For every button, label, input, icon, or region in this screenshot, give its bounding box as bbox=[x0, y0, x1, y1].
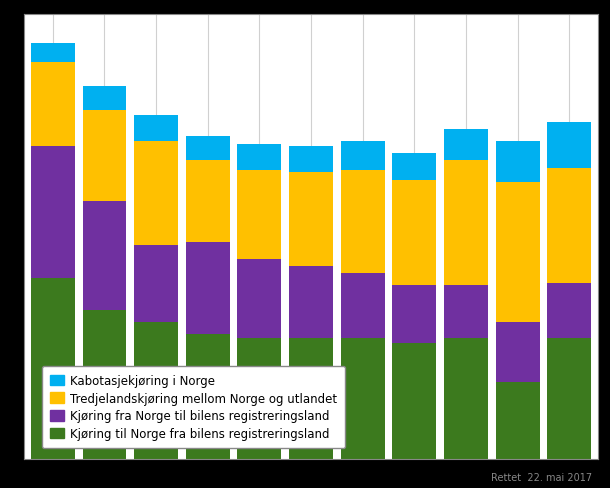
Bar bbox=[392, 286, 436, 344]
Bar bbox=[31, 147, 75, 279]
Bar bbox=[392, 344, 436, 459]
Bar bbox=[289, 339, 333, 459]
Bar bbox=[547, 339, 591, 459]
Bar bbox=[496, 382, 540, 459]
Bar bbox=[341, 339, 385, 459]
Text: Rettet  22. mai 2017: Rettet 22. mai 2017 bbox=[490, 472, 592, 482]
Bar bbox=[496, 142, 540, 183]
Bar bbox=[186, 243, 230, 334]
Bar bbox=[237, 260, 281, 339]
Bar bbox=[547, 122, 591, 168]
Bar bbox=[444, 161, 488, 286]
Bar bbox=[82, 87, 126, 111]
Bar bbox=[31, 43, 75, 62]
Bar bbox=[392, 154, 436, 180]
Bar bbox=[444, 339, 488, 459]
Bar bbox=[237, 171, 281, 260]
Bar bbox=[82, 202, 126, 310]
Bar bbox=[496, 322, 540, 382]
Bar bbox=[444, 130, 488, 161]
Bar bbox=[82, 310, 126, 459]
Bar bbox=[186, 334, 230, 459]
Bar bbox=[547, 284, 591, 339]
Bar bbox=[444, 286, 488, 339]
Bar bbox=[186, 161, 230, 243]
Bar bbox=[134, 142, 178, 245]
Bar bbox=[134, 116, 178, 142]
Bar bbox=[392, 180, 436, 286]
Bar bbox=[496, 183, 540, 322]
Bar bbox=[341, 171, 385, 274]
Bar bbox=[341, 274, 385, 339]
Bar bbox=[134, 245, 178, 322]
Bar bbox=[547, 168, 591, 284]
Bar bbox=[186, 137, 230, 161]
Bar bbox=[82, 111, 126, 202]
Bar bbox=[289, 266, 333, 339]
Bar bbox=[31, 62, 75, 147]
Bar bbox=[341, 142, 385, 171]
Bar bbox=[289, 147, 333, 173]
Bar bbox=[31, 279, 75, 459]
Bar bbox=[289, 173, 333, 266]
Bar bbox=[237, 339, 281, 459]
Legend: Kabotasjekjøring i Norge, Tredjelandskjøring mellom Norge og utlandet, Kjøring f: Kabotasjekjøring i Norge, Tredjelandskjø… bbox=[41, 366, 345, 448]
Bar bbox=[134, 322, 178, 459]
Bar bbox=[237, 144, 281, 171]
